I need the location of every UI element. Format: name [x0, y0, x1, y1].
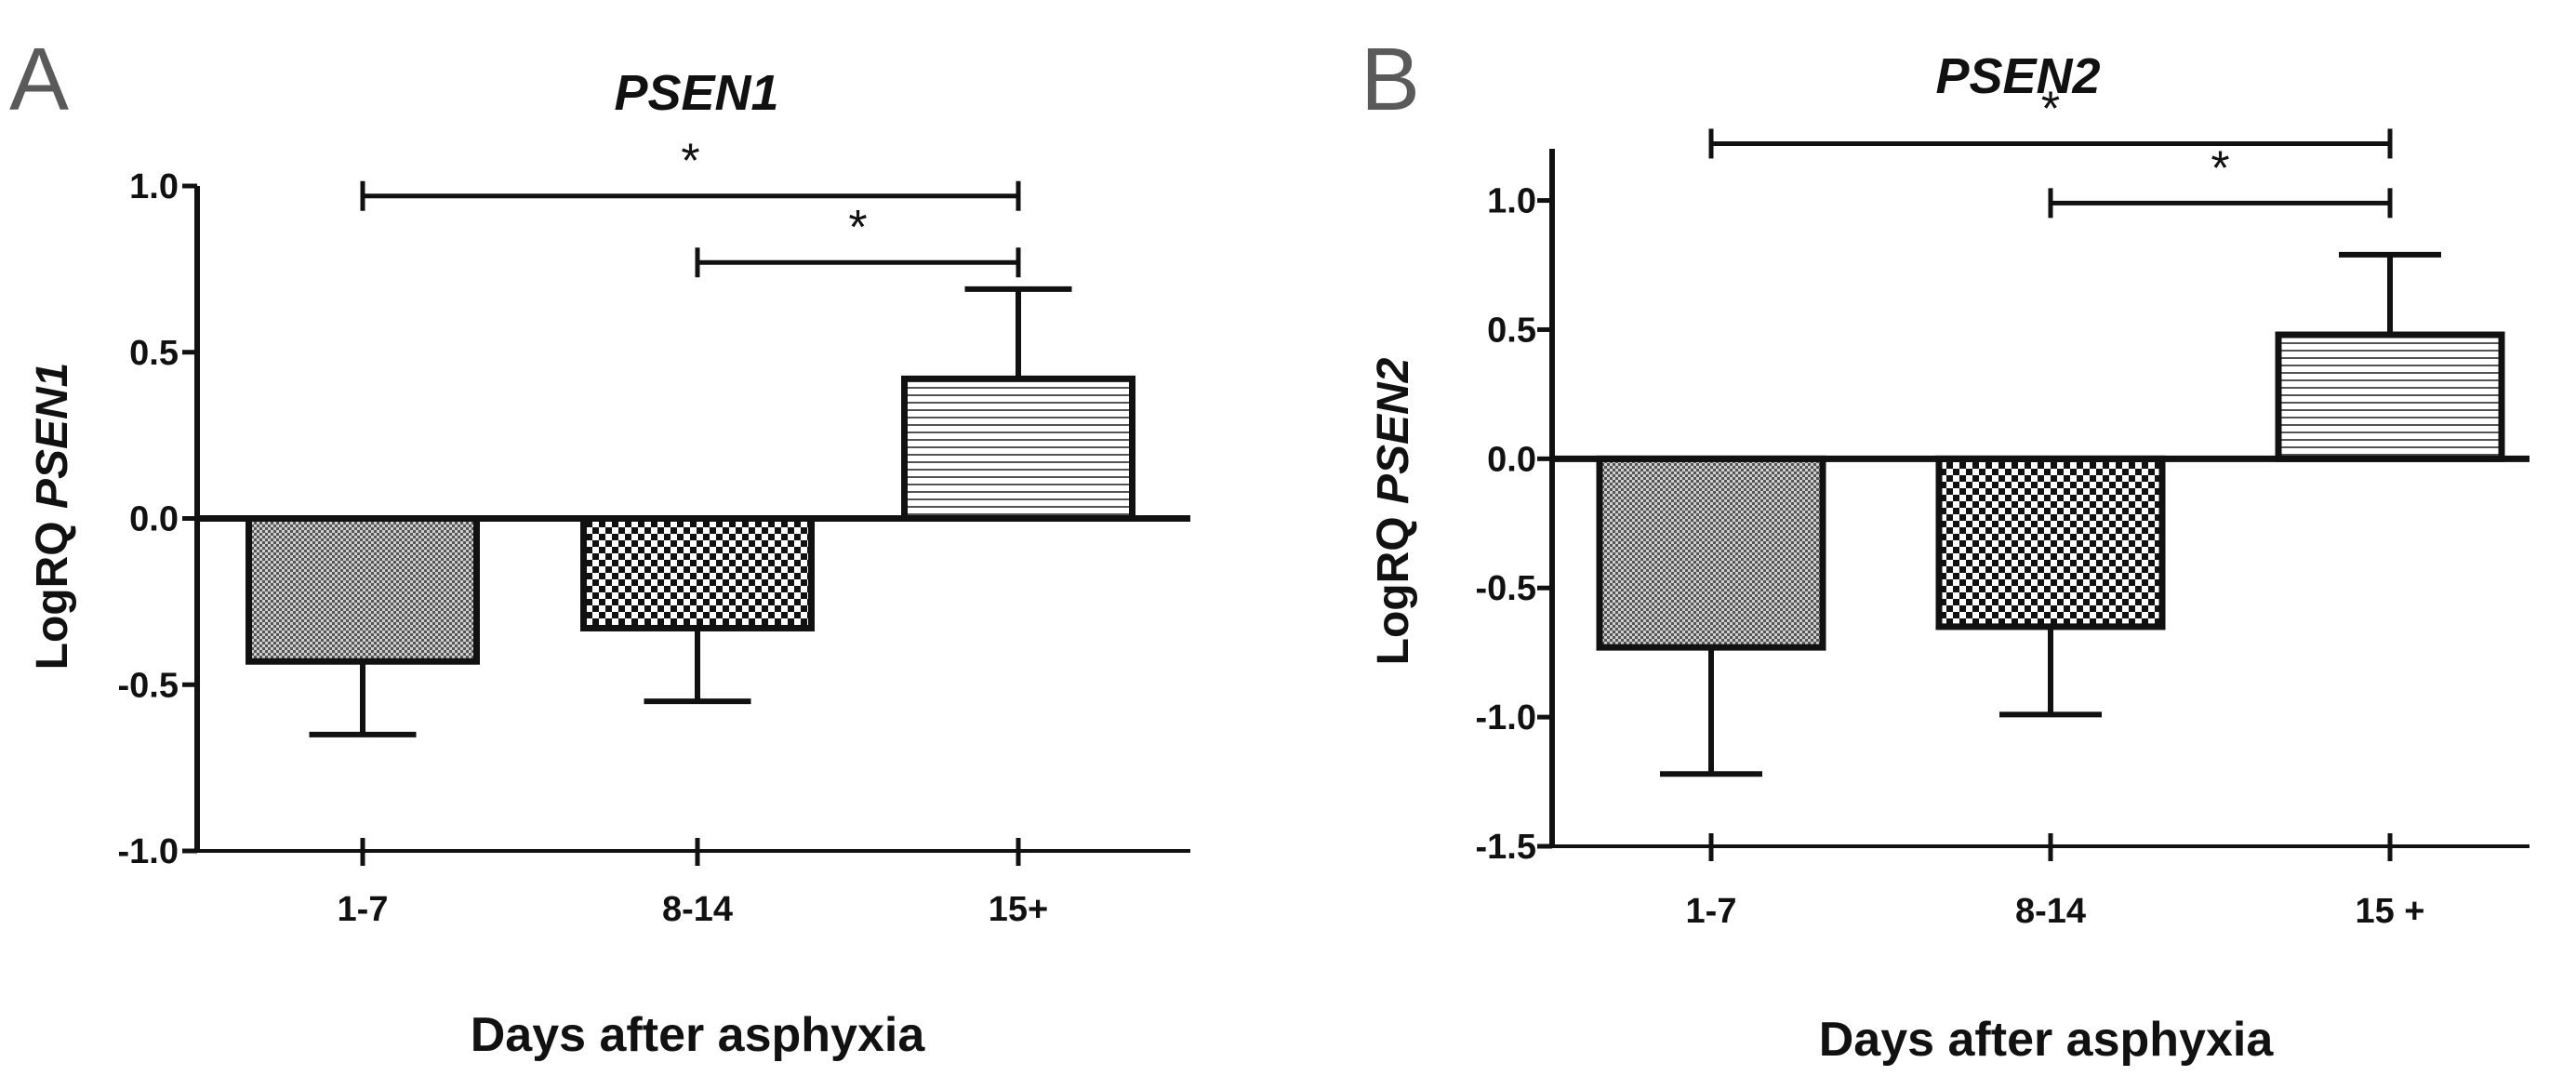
- panel-a-ylabel: LogRQ PSEN1: [28, 363, 77, 671]
- panel-b: B PSEN2 LogRQ PSEN2 Days after asphyxia …: [1361, 30, 2530, 1067]
- x-tick-label: 8-14: [662, 890, 733, 929]
- y-tick-label: -1.0: [1476, 698, 1536, 737]
- x-tick-label: 1-7: [1686, 892, 1737, 931]
- y-tick-label: 0.5: [129, 334, 179, 373]
- y-tick-label: -1.0: [118, 832, 179, 871]
- panel-a-xlabel: Days after asphyxia: [471, 1008, 926, 1062]
- x-tick-label: 8-14: [2015, 892, 2086, 931]
- bar: [901, 375, 1135, 522]
- panel-b-title: PSEN2: [1935, 48, 2100, 104]
- y-tick-label: 0.0: [1487, 440, 1536, 479]
- panel-a-title: PSEN1: [614, 65, 778, 121]
- panel-b-plot: -1.5 -1.0 -0.5 0.0 0.5 1.0 1-7 8-14 15 + * *: [1476, 82, 2530, 931]
- significance-star: *: [681, 135, 699, 189]
- y-tick-label: 1.0: [1487, 182, 1536, 221]
- bar: [246, 515, 480, 665]
- panel-b-ylabel: LogRQ PSEN2: [1369, 357, 1418, 665]
- y-tick-label: -0.5: [1476, 569, 1536, 608]
- y-tick-label: -1.5: [1476, 828, 1536, 867]
- significance-star: *: [848, 201, 867, 255]
- x-tick-label: 15 +: [2355, 892, 2424, 931]
- x-tick-label: 15+: [989, 890, 1048, 929]
- bar: [1596, 455, 1826, 651]
- panel-b-letter: B: [1361, 30, 1420, 129]
- y-tick-label: 1.0: [129, 167, 179, 206]
- y-tick-label: -0.5: [118, 666, 179, 705]
- y-tick-label: 0.0: [129, 500, 179, 539]
- bar: [1935, 455, 2166, 631]
- significance-star: *: [2211, 141, 2229, 195]
- bar: [2275, 331, 2505, 462]
- panel-b-xlabel: Days after asphyxia: [1819, 1013, 2275, 1067]
- x-tick-label: 1-7: [338, 890, 389, 929]
- y-tick-label: 0.5: [1487, 311, 1536, 350]
- panel-a-letter: A: [9, 30, 69, 129]
- panel-a: A PSEN1 LogRQ PSEN1 Days after asphyxia …: [9, 30, 1190, 1062]
- significance-star: *: [2041, 82, 2060, 136]
- panel-a-plot: -1.0 -0.5 0.0 0.5 1.0 1-7 8-14 15+ * *: [118, 135, 1190, 929]
- bar: [580, 515, 815, 631]
